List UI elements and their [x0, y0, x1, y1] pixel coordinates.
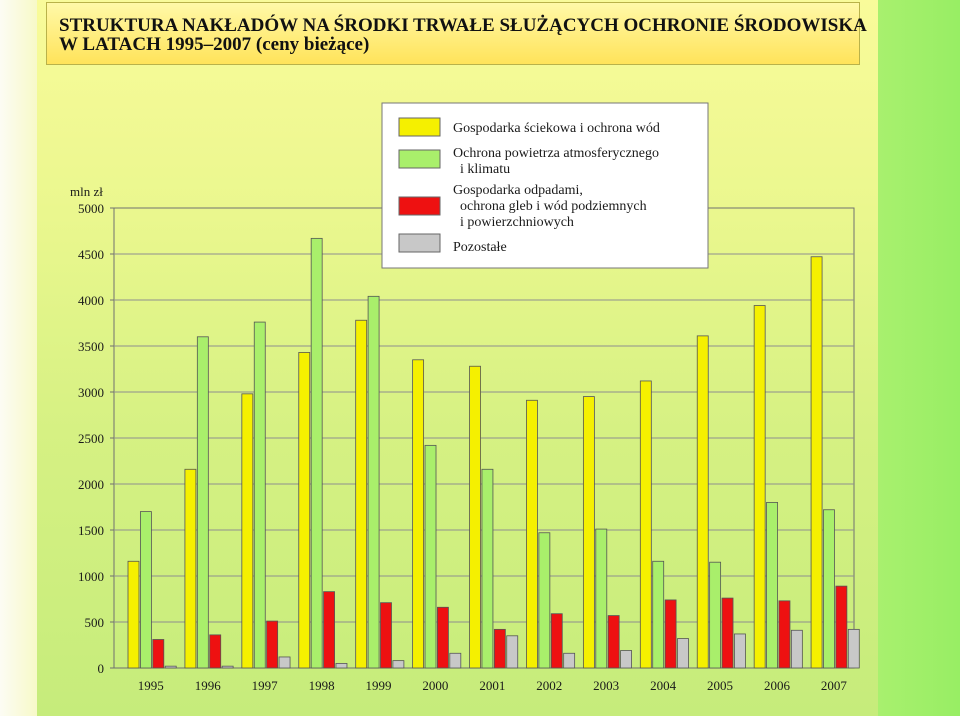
- x-tick-label: 2001: [479, 678, 505, 693]
- y-tick-label: 4000: [78, 293, 104, 308]
- x-tick-label: 2004: [650, 678, 677, 693]
- legend: Gospodarka ściekowa i ochrona wód Ochrona…: [381, 102, 709, 269]
- x-tick-label: 2005: [707, 678, 733, 693]
- bar-gray-2000: [449, 652, 462, 669]
- legend-swatch-yellow: [398, 117, 441, 137]
- bar-red-2005: [721, 597, 734, 669]
- bar-gray-1995: [164, 665, 177, 669]
- bar-yellow-2004: [639, 380, 652, 669]
- legend-swatch-gray: [398, 233, 441, 253]
- bar-gray-2005: [734, 633, 746, 669]
- bar-yellow-2000: [412, 359, 425, 669]
- legend-label: Gospodarka ściekowa i ochrona wód: [453, 121, 660, 136]
- bar-gray-2004: [677, 638, 689, 669]
- bar-yellow-2003: [582, 396, 595, 669]
- bar-yellow-2006: [753, 305, 766, 669]
- bar-green-2005: [709, 561, 722, 669]
- bar-gray-2007: [847, 628, 860, 669]
- x-tick-label: 2006: [764, 678, 791, 693]
- legend-label: Pozostałe: [453, 240, 507, 255]
- y-tick-label: 1000: [78, 569, 104, 584]
- bar-green-2002: [538, 532, 551, 669]
- bar-yellow-2002: [526, 399, 538, 669]
- y-axis-label: mln zł: [70, 184, 103, 199]
- bar-green-2006: [766, 501, 778, 669]
- bar-yellow-1996: [184, 468, 197, 669]
- slide-right-band: [878, 0, 960, 716]
- x-tick-label: 2003: [593, 678, 619, 693]
- bar-gray-2006: [790, 629, 803, 669]
- bar-red-1996: [209, 634, 222, 669]
- bar-yellow-1999: [355, 319, 368, 669]
- legend-label: Gospodarka odpadami,: [453, 183, 583, 198]
- bar-red-2001: [493, 628, 506, 669]
- bar-green-1998: [310, 237, 323, 669]
- x-tick-label: 2000: [422, 678, 448, 693]
- bar-green-2001: [481, 468, 494, 669]
- x-tick-label: 2007: [821, 678, 848, 693]
- y-tick-label: 4500: [78, 247, 104, 262]
- y-tick-label: 500: [85, 615, 105, 630]
- chart-title-line-1: STRUKTURA NAKŁADÓW NA ŚRODKI TRWAŁE SŁUŻ…: [59, 15, 867, 36]
- y-axis: 0 500 1000 1500 2000 2500 3000 3500 4000 4500 5000: [78, 201, 114, 676]
- bar-red-1997: [266, 620, 279, 669]
- bar-yellow-1995: [127, 560, 140, 669]
- legend-label: i klimatu: [453, 162, 510, 177]
- bar-yellow-1997: [241, 393, 254, 669]
- y-tick-label: 3500: [78, 339, 104, 354]
- bar-green-1995: [139, 511, 152, 669]
- bar-yellow-2001: [469, 365, 481, 669]
- bar-green-1997: [253, 321, 266, 669]
- bar-green-1999: [367, 295, 380, 669]
- y-tick-label: 1500: [78, 523, 104, 538]
- bar-green-2007: [823, 509, 835, 669]
- slide-left-edge: [0, 0, 37, 716]
- bar-gray-1996: [221, 665, 234, 669]
- x-tick-label: 1999: [365, 678, 391, 693]
- legend-label: i powierzchniowych: [453, 215, 574, 230]
- bar-red-1995: [152, 639, 165, 669]
- bar-red-2006: [778, 600, 791, 669]
- bar-gray-1998: [335, 663, 348, 669]
- y-tick-label: 2000: [78, 477, 104, 492]
- x-tick-label: 1995: [138, 678, 164, 693]
- bar-gray-1999: [392, 660, 405, 669]
- bar-green-2004: [652, 560, 665, 669]
- bar-yellow-2007: [810, 256, 823, 669]
- chart-title-box: STRUKTURA NAKŁADÓW NA ŚRODKI TRWAŁE SŁUŻ…: [46, 2, 867, 65]
- x-tick-label: 1998: [309, 678, 335, 693]
- legend-swatch-red: [398, 196, 441, 216]
- x-axis: 1995 1996 1997 1998 1999 2000 2001 2002 2003 2004…: [138, 678, 848, 693]
- bar-green-2003: [595, 528, 608, 669]
- bar-yellow-2005: [696, 335, 709, 669]
- chart-title-line-2: W LATACH 1995–2007 (ceny bieżące): [59, 34, 370, 55]
- bar-series: [127, 237, 860, 669]
- y-tick-label: 5000: [78, 201, 104, 216]
- bar-green-2000: [424, 444, 437, 669]
- bar-yellow-1998: [298, 352, 311, 669]
- legend-label: Ochrona powietrza atmosferycznego: [453, 146, 659, 161]
- bar-red-2003: [607, 615, 620, 669]
- x-tick-label: 1997: [252, 678, 279, 693]
- y-tick-label: 3000: [78, 385, 104, 400]
- bar-gray-2001: [506, 635, 519, 669]
- bar-gray-2003: [620, 650, 632, 669]
- x-tick-label: 1996: [195, 678, 222, 693]
- bar-gray-2002: [563, 652, 576, 669]
- bar-red-2004: [664, 599, 677, 669]
- legend-label: ochrona gleb i wód podziemnych: [453, 199, 647, 214]
- y-tick-label: 0: [98, 661, 105, 676]
- bar-red-2002: [550, 613, 563, 669]
- bar-red-1999: [380, 602, 392, 669]
- bar-red-1998: [323, 591, 335, 669]
- x-tick-label: 2002: [536, 678, 562, 693]
- bar-red-2007: [835, 585, 848, 669]
- legend-swatch-green: [398, 149, 441, 169]
- bar-green-1996: [196, 336, 209, 669]
- bar-red-2000: [437, 606, 449, 669]
- bar-gray-1997: [278, 656, 291, 669]
- y-tick-label: 2500: [78, 431, 104, 446]
